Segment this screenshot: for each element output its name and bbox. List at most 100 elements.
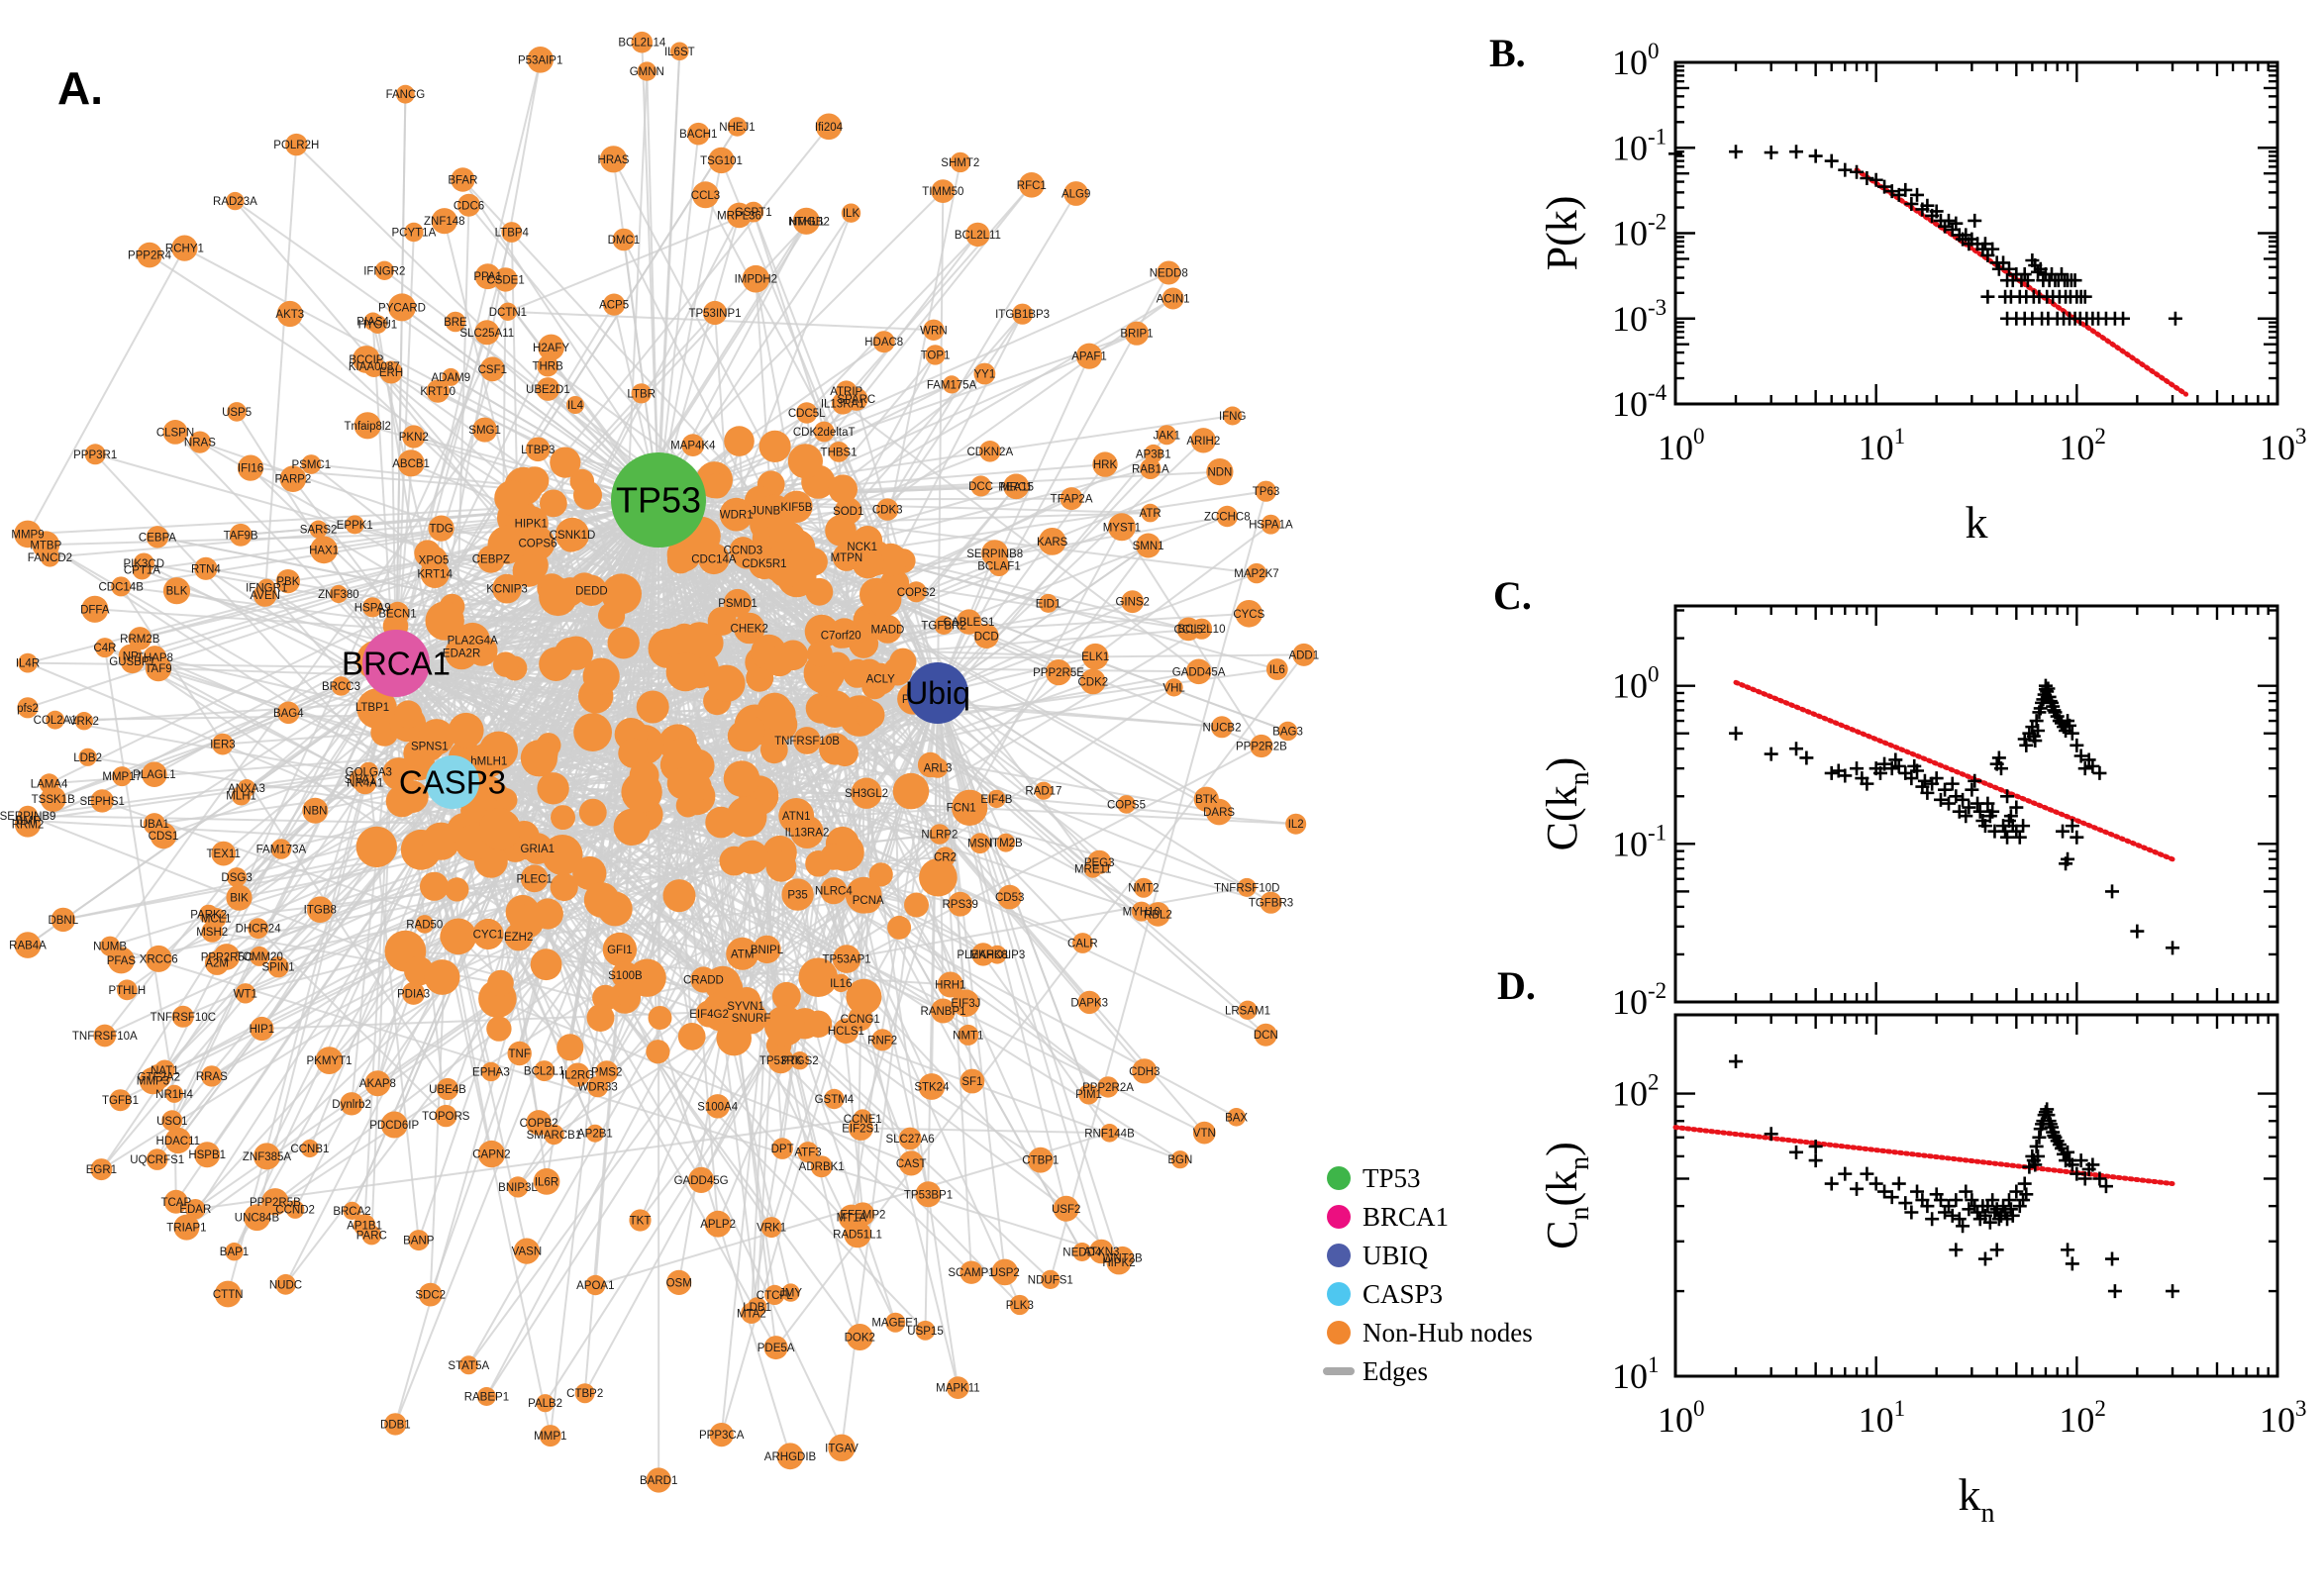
gene-node (150, 822, 177, 849)
gene-node (753, 935, 781, 964)
svg-text:100: 100 (1658, 1396, 1705, 1440)
gene-node (507, 1176, 529, 1198)
fit-line (1672, 1125, 2175, 1187)
gene-node (763, 1336, 788, 1360)
gene-node (487, 969, 514, 997)
gene-node (1041, 1269, 1060, 1289)
gene-node (929, 824, 951, 845)
gene-node (1157, 425, 1177, 446)
gene-label: NUCB2 (1203, 722, 1242, 734)
gene-label: SLC27A6 (885, 1134, 934, 1146)
gene-label: ACIN1 (1157, 294, 1190, 306)
gene-label: HSPA9 (354, 602, 391, 614)
gene-node (820, 877, 848, 905)
y-axis-title: Cn(kn) (1538, 1142, 1595, 1249)
gene-label: ITGB8 (304, 905, 337, 917)
gene-label: IL4 (567, 400, 584, 412)
gene-label: DARS (1203, 807, 1235, 819)
gene-label: CCND3 (723, 546, 762, 557)
gene-label: LTBP1 (355, 702, 389, 714)
gene-node (146, 526, 169, 549)
gene-label: GOLGA3 (346, 767, 392, 779)
gene-label: EID1 (1036, 598, 1061, 610)
gene-node (137, 242, 162, 268)
gene-label: PLEKHO1 (957, 949, 1009, 961)
gene-node (194, 556, 218, 580)
gene-node (1260, 891, 1282, 914)
gene-label: BCL2L11 (955, 230, 1001, 242)
gene-label: VTN (1193, 1128, 1216, 1140)
gene-label: SLC25A11 (459, 328, 514, 340)
gene-node (804, 614, 840, 649)
gene-node (681, 434, 705, 456)
legend-swatch-icon (1327, 1244, 1351, 1267)
gene-label: EIF4G2 (689, 1009, 729, 1021)
gene-label: CALR (1067, 939, 1098, 950)
gene-label: EDA2R (443, 648, 480, 660)
gene-node (94, 638, 115, 658)
gene-label: ZCCHC8 (1204, 512, 1251, 524)
gene-node (646, 1040, 670, 1064)
gene-node (612, 228, 636, 251)
gene-label: TP53AP1 (822, 954, 870, 966)
gene-node (225, 1243, 244, 1261)
gene-node (362, 597, 383, 618)
gene-node (227, 402, 247, 422)
gene-label: RAD23A (213, 196, 257, 208)
gene-node (426, 379, 450, 403)
gene-label: RRM2B (120, 634, 160, 646)
gene-label: BANP (403, 1236, 435, 1247)
gene-label: NTHL1 (788, 216, 824, 228)
gene-label: TAF9B (224, 530, 258, 542)
gene-node (550, 447, 581, 478)
gene-label: HDAC8 (864, 337, 903, 349)
gene-node (566, 396, 584, 414)
gene-label: CCL3 (691, 190, 720, 202)
gene-node (403, 740, 431, 767)
gene-label: ADAM9 (431, 372, 470, 384)
gene-label: NDN (1207, 467, 1232, 479)
gene-label: ZNF148 (424, 216, 465, 228)
gene-label: RBL2 (1144, 909, 1172, 921)
gene-node (832, 945, 861, 973)
svg-text:101: 101 (1859, 1396, 1906, 1440)
gene-label: C7orf20 (821, 631, 861, 643)
gene-label: FAM173A (256, 845, 307, 856)
gene-label: PPP3R1 (73, 449, 117, 461)
gene-label: ABCB1 (392, 458, 430, 470)
gene-label: ADRBK1 (799, 1161, 845, 1173)
gene-node (277, 701, 300, 725)
gene-label: MAP4K4 (670, 441, 716, 452)
gene-label: TIMM50 (922, 186, 963, 198)
gene-label: XPO5 (419, 554, 450, 566)
gene-label: CDKN2A (966, 447, 1013, 458)
gene-label: NUMB (93, 942, 127, 953)
gene-node (1170, 1150, 1189, 1169)
gene-label: BCCIP (349, 354, 383, 366)
gene-label: CDC6 (454, 200, 484, 212)
gene-label: UBE2D1 (526, 384, 570, 396)
gene-node (758, 430, 791, 462)
gene-node (435, 1104, 457, 1128)
gene-label: BTK (1195, 794, 1218, 806)
gene-node (970, 475, 992, 497)
gene-node (814, 670, 840, 697)
gene-node (887, 915, 912, 940)
gene-label: IL16 (830, 978, 852, 990)
gene-label: SF1 (961, 1076, 982, 1088)
gene-node (526, 437, 551, 462)
gene-label: WT1 (234, 988, 257, 1000)
gene-label: JMY (779, 1288, 802, 1300)
gene-node (868, 862, 893, 887)
ppi-network-panel: TP53RK KIAA0087 THAP8 CDC14B DSG3 NTHL1 CEBPZ V… (0, 31, 1319, 1493)
gene-node (472, 417, 498, 443)
gene-node (885, 1312, 906, 1333)
gene-label: RAD17 (1025, 786, 1061, 798)
gene-node (212, 733, 234, 755)
gene-node (631, 383, 652, 404)
gene-node (931, 179, 956, 204)
gene-node (163, 1189, 188, 1214)
gene-label: PFAS (107, 955, 137, 967)
gene-label: PTHLH (108, 985, 146, 997)
